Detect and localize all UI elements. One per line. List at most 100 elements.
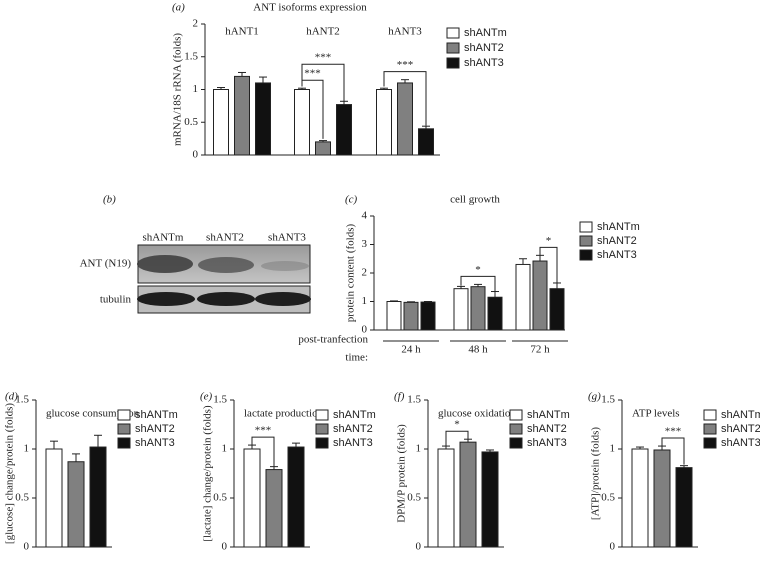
bar — [481, 451, 499, 548]
y-tick-label: 0 — [24, 541, 30, 553]
bar — [470, 286, 486, 331]
bar — [515, 263, 531, 331]
y-axis-label: protein content (folds) — [345, 223, 357, 322]
significance-label: *** — [255, 425, 272, 437]
category-label: hANT1 — [225, 26, 259, 38]
bar — [653, 449, 671, 548]
y-tick-label: 1.5 — [184, 50, 198, 62]
legend-label: shANT2 — [464, 42, 504, 54]
category-label: 72 h — [530, 344, 550, 356]
y-axis-label: [ATP]/protein (folds) — [590, 427, 602, 521]
y-tick-label: 1 — [24, 443, 30, 455]
row-label: ANT (N19) — [80, 258, 132, 270]
legend-label: shANTm — [721, 409, 760, 421]
legend-swatch — [117, 423, 131, 435]
y-tick-label: 1 — [416, 443, 422, 455]
x-axis-label: time: — [345, 352, 368, 364]
bar — [265, 469, 283, 548]
significance-bracket — [383, 71, 427, 126]
row-label: tubulin — [100, 294, 132, 306]
legend-swatch — [117, 409, 131, 421]
bar — [336, 104, 352, 156]
significance-label: *** — [665, 426, 682, 438]
western-blot: (b) shANTm shANT2 shANT3 ANT (N19) tubul… — [80, 194, 311, 314]
legend-swatch — [446, 27, 460, 39]
legend-label: shANT2 — [597, 235, 637, 247]
significance-bracket — [661, 437, 685, 465]
legend-label: shANT3 — [721, 437, 760, 449]
significance-label: *** — [397, 59, 414, 71]
y-tick-label: 4 — [362, 210, 368, 222]
y-tick-label: 0.5 — [407, 492, 421, 504]
blot-band — [137, 255, 193, 273]
legend-swatch — [579, 221, 593, 233]
legend-label: shANT2 — [135, 423, 175, 435]
y-tick-label: 3 — [362, 238, 368, 250]
bar — [459, 441, 477, 548]
legend-label: shANT3 — [597, 249, 637, 261]
category-label: hANT2 — [306, 26, 340, 38]
y-tick-label: 1.5 — [407, 394, 421, 406]
legend-swatch — [446, 57, 460, 69]
legend-swatch — [315, 409, 329, 421]
bar — [45, 448, 63, 548]
x-axis-label: post-tranfection — [298, 334, 368, 346]
bar — [243, 448, 261, 548]
significance-bracket — [301, 63, 345, 102]
y-tick-label: 0.5 — [15, 492, 29, 504]
significance-label: * — [546, 235, 552, 247]
panel-label: (d) — [5, 391, 18, 403]
significance-label: * — [454, 419, 460, 431]
legend-label: shANTm — [464, 27, 507, 39]
blot-band — [198, 257, 254, 273]
bar — [453, 288, 469, 331]
category-label: 24 h — [401, 344, 421, 356]
legend-label: shANTm — [333, 409, 376, 421]
y-tick-label: 0 — [362, 324, 368, 336]
bar — [294, 89, 310, 156]
panel-label: (g) — [588, 391, 601, 403]
legend-label: shANTm — [597, 221, 640, 233]
y-tick-label: 0 — [193, 149, 199, 161]
panel-label: (a) — [172, 2, 185, 14]
legend-label: shANT3 — [464, 57, 504, 69]
legend-swatch — [509, 437, 523, 449]
legend-label: shANTm — [527, 409, 570, 421]
lane-label: shANTm — [143, 232, 184, 244]
bar — [420, 301, 436, 331]
legend-swatch — [509, 409, 523, 421]
y-tick-label: 0.5 — [184, 116, 198, 128]
legend-label: shANT3 — [527, 437, 567, 449]
bar — [376, 89, 392, 156]
lane-label: shANT3 — [268, 232, 306, 244]
significance-label: * — [475, 264, 481, 276]
bar — [386, 301, 402, 331]
bar — [403, 301, 419, 331]
bar — [549, 288, 565, 331]
legend-label: shANT3 — [333, 437, 373, 449]
legend-swatch — [579, 249, 593, 261]
y-tick-label: 1 — [193, 83, 199, 95]
panel-label: (c) — [345, 194, 358, 206]
category-label: 48 h — [468, 344, 488, 356]
category-label: hANT3 — [388, 26, 422, 38]
legend-swatch — [446, 42, 460, 54]
legend-label: shANT3 — [135, 437, 175, 449]
legend-swatch — [703, 437, 717, 449]
bar — [437, 448, 455, 548]
y-axis-label: mRNA/18S rRNA (folds) — [172, 33, 184, 146]
y-tick-label: 0.5 — [601, 492, 615, 504]
y-axis-label: [glucose] change/protein (folds) — [4, 403, 16, 544]
y-tick-label: 1 — [362, 295, 368, 307]
legend-swatch — [117, 437, 131, 449]
legend-swatch — [509, 423, 523, 435]
y-axis-label: DPM/P protein (folds) — [396, 424, 408, 523]
chart-title: glucose oxidation — [438, 408, 516, 420]
blot-band — [255, 292, 311, 306]
significance-label: *** — [304, 68, 321, 80]
blot-band — [261, 261, 309, 271]
y-tick-label: 1 — [222, 443, 228, 455]
bar — [67, 461, 85, 548]
bar — [631, 448, 649, 548]
